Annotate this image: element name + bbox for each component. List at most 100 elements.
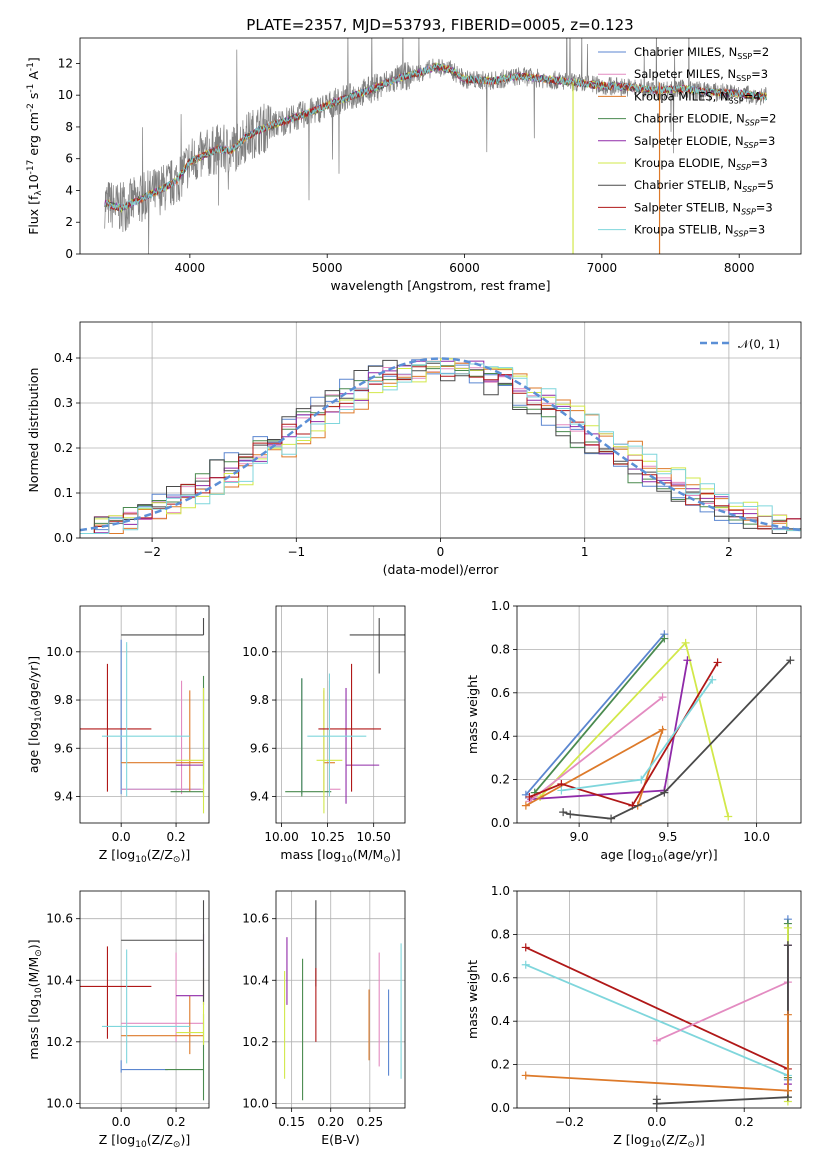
y-tick-label: 9.8 (250, 693, 269, 707)
y-tick-label: 10.4 (46, 973, 73, 987)
weight-marker (557, 786, 566, 795)
y-tick-label: 0.6 (491, 686, 510, 700)
errorbar-point (121, 995, 204, 1055)
weight-marker (713, 658, 722, 667)
weight-marker (786, 656, 795, 665)
panel-mass_vs_ebv: 0.15 0.20 0.25 10.0 10.2 10.4 10.6 E(B-V) (242, 890, 406, 1147)
y-tick-label: 0.4 (491, 1014, 510, 1028)
errorbar-point (165, 1014, 205, 1101)
y-tick-label: 0 (65, 247, 73, 261)
y-tick-label: 10.0 (242, 645, 269, 659)
y-tick-label: 4 (65, 183, 73, 197)
weight-marker (521, 960, 530, 969)
weight-series (656, 981, 789, 1042)
panel-mass_vs_Z: 0.0 0.2 10.0 10.2 10.4 10.6 Z [log10(Z/Z⊙)] mas… (26, 890, 210, 1150)
weight-series (529, 661, 719, 807)
y-axis-label: Flux [fλ10-17 erg cm-2 s-1 A-1] (26, 57, 44, 235)
grid-mass_vs_ebv (276, 891, 405, 1108)
y-tick-label: 6 (65, 152, 73, 166)
y-tick-label: 0.2 (54, 441, 73, 455)
x-tick-label: 5000 (312, 261, 343, 275)
axes-frame (79, 605, 210, 824)
weight-marker (566, 810, 575, 819)
y-tick-label: 10.6 (46, 912, 73, 926)
weight-marker (783, 1010, 792, 1019)
weight-series (525, 1074, 788, 1092)
weight-series (525, 633, 665, 796)
weight-marker (660, 634, 669, 643)
weight-marker (708, 675, 717, 684)
errorbar-point (345, 687, 380, 804)
y-tick-label: 9.4 (250, 789, 269, 803)
axes-frame (79, 321, 802, 539)
y-tick-label: 0.8 (491, 642, 510, 656)
x-tick-label: 4000 (175, 261, 206, 275)
plot-area-spectrum (104, 38, 767, 254)
y-tick-label: 0.2 (491, 1058, 510, 1072)
y-tick-label: 0.3 (54, 396, 73, 410)
x-axis-label: age [log10(age/yr)] (600, 847, 717, 865)
panel-residuals: −2 −1 0 1 2 0.0 0.1 0.2 0.3 0.4 (data-model)/error… (26, 321, 802, 577)
errorbar-point (121, 690, 204, 792)
x-tick-label: 10.0 (743, 830, 770, 844)
grid-age_vs_mass (276, 606, 405, 823)
x-axis-label: Z [log10(Z/Z⊙)] (99, 847, 190, 865)
weight-marker (559, 808, 568, 817)
plot-area-mass_vs_ebv (284, 900, 402, 1101)
y-tick-label: 0.6 (491, 971, 510, 985)
x-axis-label: Z [log10(Z/Z⊙)] (99, 1132, 190, 1150)
y-tick-label: 9.4 (54, 789, 73, 803)
x-tick-label: −2 (143, 545, 161, 559)
plot-area-residuals (80, 357, 801, 534)
spectrum-legend: Chabrier MILES, NSSP=2 Salpeter MILES, NS… (598, 45, 776, 239)
weight-marker (783, 1086, 792, 1095)
y-tick-label: 0.0 (54, 531, 73, 545)
panel-age_vs_Z: 0.0 0.2 9.4 9.6 9.8 10.0 Z [log10(Z/Z⊙)] age [l… (26, 605, 210, 865)
errorbar-point (307, 673, 367, 797)
x-tick-label: 8000 (724, 261, 755, 275)
x-axis-label: E(B-V) (321, 1132, 360, 1147)
panels: 4000 5000 6000 7000 8000024681012wavelength … (26, 37, 802, 1150)
y-tick-label: 12 (58, 56, 73, 70)
errorbar-point (121, 900, 205, 1002)
legend-label: Salpeter MILES, NSSP=3 (634, 67, 768, 83)
y-tick-label: 10 (58, 88, 73, 102)
legend-label: Kroupa ELODIE, NSSP=3 (634, 156, 768, 172)
x-tick-label: 0.2 (167, 830, 186, 844)
y-tick-label: 0.4 (491, 729, 510, 743)
residual-histogram (80, 361, 801, 534)
weight-series (525, 963, 789, 1077)
x-tick-label: 0.0 (112, 830, 131, 844)
y-tick-label: 10.2 (46, 1035, 73, 1049)
x-tick-label: −0.2 (555, 1115, 584, 1129)
x-tick-label: 2 (725, 545, 733, 559)
gaussian-curve (80, 357, 801, 532)
x-tick-label: 10.00 (264, 830, 298, 844)
model-spectrum (104, 62, 767, 211)
weight-marker (683, 656, 692, 665)
x-tick-label: 0.15 (278, 1115, 305, 1129)
legend-label: Kroupa STELIB, NSSP=3 (634, 223, 765, 239)
weight-series (525, 946, 789, 1070)
weight-marker (783, 941, 792, 950)
legend-label: Chabrier STELIB, NSSP=5 (634, 178, 774, 194)
axes-frame (275, 605, 406, 824)
errorbar-point (80, 663, 152, 792)
plot-area-age_vs_mass (285, 618, 405, 814)
x-tick-label: 0.2 (167, 1115, 186, 1129)
panel-age_vs_mass: 10.00 10.25 10.50 9.4 9.6 9.8 10.0 mass [log10(… (242, 605, 406, 865)
x-tick-label: −1 (287, 545, 305, 559)
x-tick-label: 0.0 (647, 1115, 666, 1129)
y-axis-label: Normed distribution (26, 368, 41, 493)
weight-marker (652, 1095, 661, 1104)
axes-frame (275, 890, 406, 1109)
y-tick-label: 10.0 (242, 1096, 269, 1110)
axes-frame (79, 890, 210, 1109)
y-tick-label: 10.0 (46, 645, 73, 659)
plot-area-mass_vs_Z (80, 900, 205, 1101)
observed-spectrum (104, 38, 767, 254)
y-tick-label: 0.0 (491, 1101, 510, 1115)
errorbar-point (101, 642, 190, 797)
axes-frame (79, 37, 802, 255)
